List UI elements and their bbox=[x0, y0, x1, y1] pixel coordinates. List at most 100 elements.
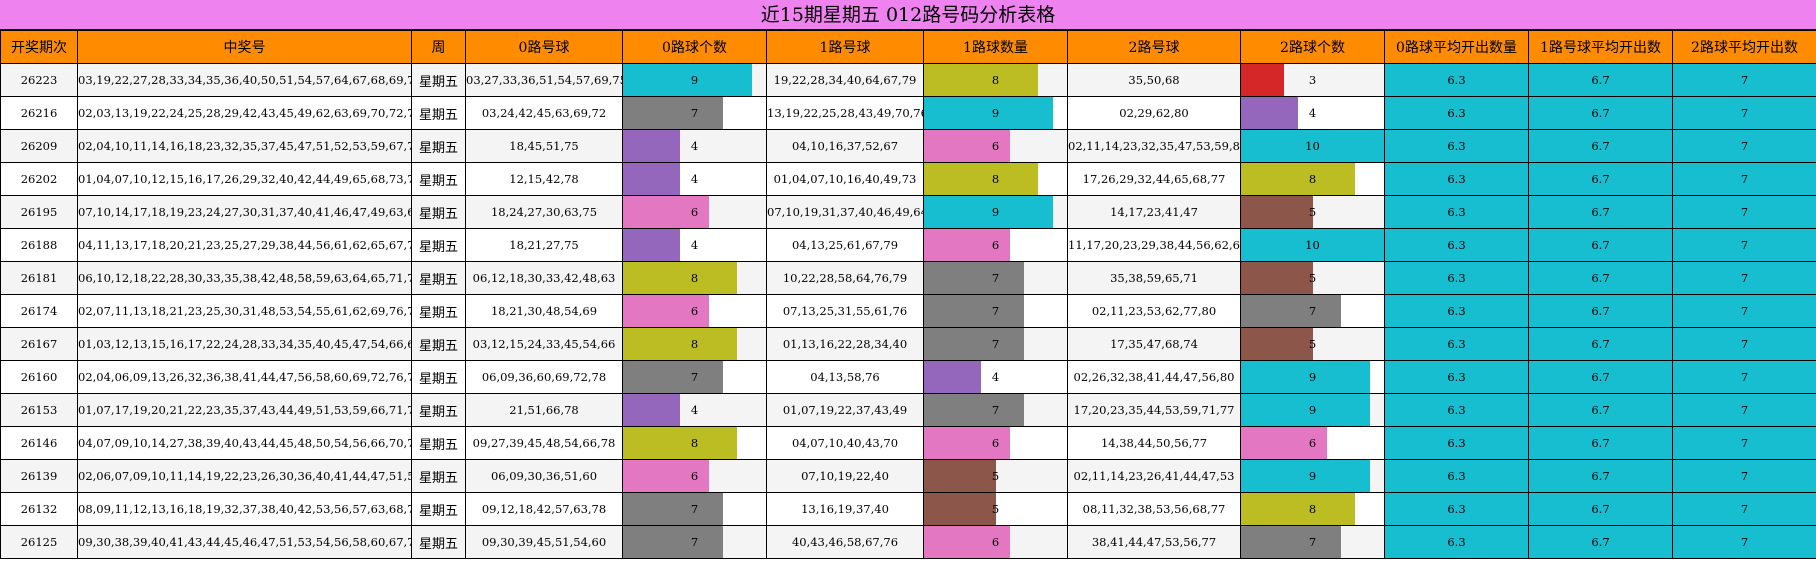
count-value: 9 bbox=[991, 106, 1000, 120]
count-bar bbox=[623, 427, 738, 459]
count-bar bbox=[924, 64, 1039, 96]
cell-route0-balls: 03,24,42,45,63,69,72 bbox=[465, 96, 623, 130]
count-bar bbox=[924, 196, 1053, 228]
count-value: 7 bbox=[1308, 304, 1317, 318]
count-bar bbox=[623, 229, 681, 261]
cell-route2-count: 10 bbox=[1240, 129, 1385, 163]
count-value: 5 bbox=[1308, 205, 1317, 219]
header-route2-count: 2路球个数 bbox=[1240, 30, 1385, 64]
count-value: 6 bbox=[690, 205, 699, 219]
count-bar bbox=[924, 328, 1025, 360]
cell-route1-avg: 6.7 bbox=[1528, 459, 1673, 493]
cell-route0-balls: 18,21,30,48,54,69 bbox=[465, 294, 623, 328]
table-row: 26160 02,04,06,09,13,26,32,36,38,41,44,47… bbox=[0, 360, 1816, 394]
count-value: 6 bbox=[991, 139, 1000, 153]
count-value: 4 bbox=[991, 370, 1000, 384]
cell-route1-avg: 6.7 bbox=[1528, 426, 1673, 460]
count-bar bbox=[1241, 64, 1284, 96]
count-value: 4 bbox=[690, 238, 699, 252]
count-value: 8 bbox=[1308, 502, 1317, 516]
cell-issue: 26188 bbox=[0, 228, 78, 262]
count-bar bbox=[924, 262, 1025, 294]
cell-route1-balls: 04,10,16,37,52,67 bbox=[766, 129, 924, 163]
cell-route1-count: 8 bbox=[923, 63, 1068, 97]
count-value: 6 bbox=[991, 436, 1000, 450]
table-row: 26153 01,07,17,19,20,21,22,23,35,37,43,44… bbox=[0, 393, 1816, 427]
cell-route1-avg: 6.7 bbox=[1528, 525, 1673, 559]
count-value: 5 bbox=[1308, 337, 1317, 351]
cell-route2-count: 7 bbox=[1240, 294, 1385, 328]
cell-route1-avg: 6.7 bbox=[1528, 129, 1673, 163]
cell-route0-count: 6 bbox=[622, 459, 767, 493]
cell-winning-numbers: 01,03,12,13,15,16,17,22,24,28,33,34,35,4… bbox=[77, 327, 412, 361]
cell-issue: 26160 bbox=[0, 360, 78, 394]
cell-issue: 26153 bbox=[0, 393, 78, 427]
header-route0-avg: 0路球平均开出数量 bbox=[1384, 30, 1529, 64]
cell-winning-numbers: 02,04,06,09,13,26,32,36,38,41,44,47,56,5… bbox=[77, 360, 412, 394]
header-route1-count: 1路球数量 bbox=[923, 30, 1068, 64]
cell-winning-numbers: 02,03,13,19,22,24,25,28,29,42,43,45,49,6… bbox=[77, 96, 412, 130]
count-value: 3 bbox=[1308, 73, 1317, 87]
cell-route0-avg: 6.3 bbox=[1384, 294, 1529, 328]
cell-route1-count: 8 bbox=[923, 162, 1068, 196]
count-bar bbox=[623, 64, 752, 96]
count-bar bbox=[1241, 163, 1356, 195]
cell-route2-count: 8 bbox=[1240, 492, 1385, 526]
table-row: 26167 01,03,12,13,15,16,17,22,24,28,33,34… bbox=[0, 327, 1816, 361]
cell-route1-balls: 01,07,19,22,37,43,49 bbox=[766, 393, 924, 427]
count-value: 7 bbox=[690, 502, 699, 516]
cell-route1-balls: 01,13,16,22,28,34,40 bbox=[766, 327, 924, 361]
cell-route0-avg: 6.3 bbox=[1384, 525, 1529, 559]
count-value: 4 bbox=[1308, 106, 1317, 120]
cell-route0-count: 4 bbox=[622, 129, 767, 163]
cell-route0-count: 4 bbox=[622, 162, 767, 196]
cell-route0-count: 8 bbox=[622, 327, 767, 361]
table-row: 26188 04,11,13,17,18,20,21,23,25,27,29,38… bbox=[0, 228, 1816, 262]
cell-week: 星期五 bbox=[411, 492, 466, 526]
cell-issue: 26202 bbox=[0, 162, 78, 196]
cell-winning-numbers: 04,07,09,10,14,27,38,39,40,43,44,45,48,5… bbox=[77, 426, 412, 460]
cell-route0-avg: 6.3 bbox=[1384, 492, 1529, 526]
cell-route2-count: 5 bbox=[1240, 261, 1385, 295]
cell-route0-avg: 6.3 bbox=[1384, 162, 1529, 196]
cell-route0-avg: 6.3 bbox=[1384, 426, 1529, 460]
cell-route1-count: 4 bbox=[923, 360, 1068, 394]
table-title: 近15期星期五 012路号码分析表格 bbox=[0, 0, 1816, 30]
cell-route0-avg: 6.3 bbox=[1384, 63, 1529, 97]
cell-route2-avg: 7 bbox=[1672, 96, 1816, 130]
cell-route0-avg: 6.3 bbox=[1384, 96, 1529, 130]
count-bar bbox=[1241, 97, 1299, 129]
table-row: 26174 02,07,11,13,18,21,23,25,30,31,48,53… bbox=[0, 294, 1816, 328]
table-row: 26181 06,10,12,18,22,28,30,33,35,38,42,48… bbox=[0, 261, 1816, 295]
cell-route0-count: 6 bbox=[622, 195, 767, 229]
cell-route2-balls: 02,11,23,53,62,77,80 bbox=[1067, 294, 1241, 328]
count-bar bbox=[1241, 229, 1384, 261]
cell-route0-count: 7 bbox=[622, 525, 767, 559]
cell-route2-balls: 02,29,62,80 bbox=[1067, 96, 1241, 130]
count-value: 6 bbox=[690, 304, 699, 318]
table-row: 26216 02,03,13,19,22,24,25,28,29,42,43,45… bbox=[0, 96, 1816, 130]
cell-route2-balls: 08,11,32,38,53,56,68,77 bbox=[1067, 492, 1241, 526]
count-bar bbox=[1241, 526, 1342, 558]
count-value: 8 bbox=[690, 337, 699, 351]
count-value: 10 bbox=[1305, 139, 1320, 153]
cell-route1-avg: 6.7 bbox=[1528, 360, 1673, 394]
count-bar bbox=[924, 460, 996, 492]
header-route1-balls: 1路号球 bbox=[766, 30, 924, 64]
count-bar bbox=[623, 394, 681, 426]
cell-route1-balls: 07,10,19,31,37,40,46,49,64 bbox=[766, 195, 924, 229]
count-value: 8 bbox=[991, 73, 1000, 87]
cell-route1-balls: 13,19,22,25,28,43,49,70,76 bbox=[766, 96, 924, 130]
cell-route0-balls: 03,12,15,24,33,45,54,66 bbox=[465, 327, 623, 361]
cell-route0-balls: 18,21,27,75 bbox=[465, 228, 623, 262]
cell-issue: 26167 bbox=[0, 327, 78, 361]
cell-winning-numbers: 01,04,07,10,12,15,16,17,26,29,32,40,42,4… bbox=[77, 162, 412, 196]
table-row: 26202 01,04,07,10,12,15,16,17,26,29,32,40… bbox=[0, 162, 1816, 196]
cell-week: 星期五 bbox=[411, 327, 466, 361]
cell-route0-balls: 09,12,18,42,57,63,78 bbox=[465, 492, 623, 526]
cell-route1-count: 6 bbox=[923, 228, 1068, 262]
header-route2-balls: 2路号球 bbox=[1067, 30, 1241, 64]
cell-route0-balls: 18,45,51,75 bbox=[465, 129, 623, 163]
cell-winning-numbers: 06,10,12,18,22,28,30,33,35,38,42,48,58,5… bbox=[77, 261, 412, 295]
